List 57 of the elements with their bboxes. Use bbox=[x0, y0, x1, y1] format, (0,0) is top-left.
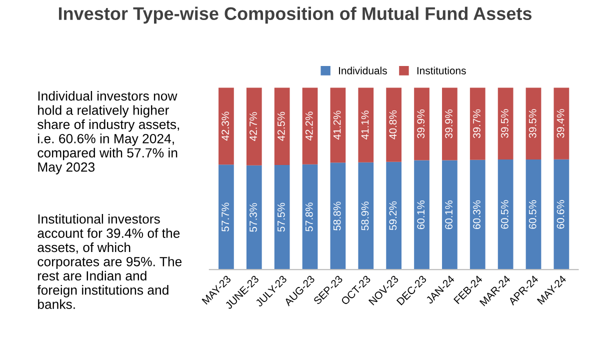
bar bbox=[358, 162, 374, 270]
bar bbox=[330, 162, 346, 270]
data-label: 58.9% bbox=[361, 202, 369, 230]
data-label: 57.5% bbox=[278, 202, 285, 232]
data-label: 57.8% bbox=[305, 202, 313, 232]
bar bbox=[246, 165, 262, 270]
text: Institutional investors account for 39.4% of the assets, of which corporates are 95%. The rest are Indian and foreign institutions and banks. bbox=[37, 214, 182, 309]
bar bbox=[554, 88, 570, 160]
data-label: 39.4% bbox=[556, 109, 564, 138]
bar bbox=[302, 164, 318, 270]
data-label: 39.5% bbox=[528, 109, 536, 138]
data-label: 60.1% bbox=[445, 200, 452, 230]
bar bbox=[526, 88, 542, 160]
data-label: 41.1% bbox=[361, 110, 369, 140]
text: Individual investors now hold a relatively higher share of industry assets, i.e. 60.6% in May 2024, compared with 57.7% in May 2023 bbox=[38, 90, 179, 174]
bar bbox=[470, 160, 486, 270]
bar bbox=[218, 164, 234, 270]
bar bbox=[358, 88, 374, 162]
bar bbox=[274, 88, 290, 165]
data-label: 42.5% bbox=[278, 112, 285, 141]
data-label: 58.8% bbox=[333, 202, 341, 230]
data-label: 60.6% bbox=[556, 200, 564, 229]
bar bbox=[470, 88, 486, 160]
data-label: 60.3% bbox=[473, 200, 480, 229]
bar bbox=[246, 88, 262, 166]
data-label: 40.8% bbox=[389, 110, 397, 140]
bar bbox=[414, 88, 430, 160]
data-label: 39.5% bbox=[500, 109, 508, 138]
data-label: 42.2% bbox=[305, 112, 313, 141]
chart-title: Investor Type-wise Composition of Mutual Fund Assets bbox=[58, 6, 532, 24]
data-label: 60.5% bbox=[528, 200, 536, 229]
bar bbox=[554, 159, 570, 270]
bar bbox=[386, 88, 402, 162]
bar bbox=[274, 164, 290, 270]
data-label: 42.3% bbox=[222, 112, 230, 141]
data-label: 60.5% bbox=[500, 200, 508, 229]
data-label: 60.1% bbox=[417, 200, 425, 230]
bar bbox=[330, 88, 346, 163]
data-label: 39.9% bbox=[417, 110, 425, 138]
legend-label: Individuals bbox=[339, 66, 387, 74]
legend-label: Institutions bbox=[417, 66, 466, 74]
data-label: 57.7% bbox=[222, 202, 230, 232]
data-label: 42.7% bbox=[250, 112, 257, 141]
bar bbox=[302, 88, 318, 164]
bar bbox=[526, 160, 542, 270]
data-label: 39.9% bbox=[445, 110, 452, 138]
data-label: 39.7% bbox=[473, 109, 480, 138]
bar bbox=[218, 88, 234, 165]
data-label: 41.2% bbox=[333, 110, 341, 140]
bar bbox=[386, 162, 402, 270]
data-label: 59.2% bbox=[389, 201, 397, 230]
bar bbox=[498, 88, 514, 160]
data-label: 57.3% bbox=[250, 203, 257, 232]
bar bbox=[442, 160, 458, 270]
bar bbox=[442, 88, 458, 160]
bar bbox=[498, 160, 514, 270]
bar bbox=[414, 160, 430, 270]
